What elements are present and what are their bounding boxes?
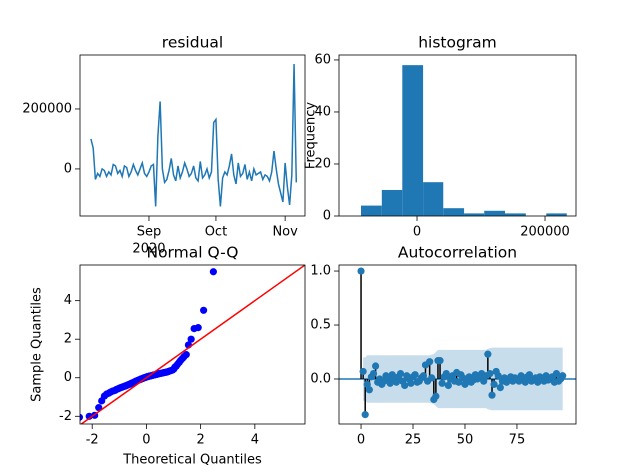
acf-marker bbox=[361, 411, 369, 419]
qq-point bbox=[187, 335, 195, 343]
y-tick-label: 200000 bbox=[22, 101, 72, 116]
acf-marker bbox=[428, 374, 436, 382]
hist-bar bbox=[402, 65, 424, 216]
qq-point bbox=[80, 413, 84, 421]
acf-marker bbox=[426, 358, 434, 366]
x-tick-label: 25 bbox=[405, 433, 422, 448]
qq-point bbox=[200, 306, 208, 314]
x-tick-label: 200000 bbox=[520, 225, 570, 240]
y-axis-label: Frequency bbox=[304, 102, 319, 169]
acf-marker bbox=[552, 369, 561, 378]
x-tick-label: Sep bbox=[137, 225, 162, 240]
y-tick-label: 1.0 bbox=[310, 264, 331, 279]
qq-point bbox=[194, 324, 202, 332]
hist-bar bbox=[505, 213, 526, 216]
y-tick-label: 0.0 bbox=[310, 371, 331, 386]
acf-marker bbox=[480, 377, 488, 385]
hist-bar bbox=[464, 213, 485, 216]
qq-point bbox=[209, 268, 217, 276]
acf-marker bbox=[359, 367, 367, 376]
x-tick-label: -2 bbox=[86, 433, 99, 448]
hist-bar bbox=[443, 208, 465, 216]
x-tick-label: 50 bbox=[457, 433, 474, 448]
acf-marker bbox=[484, 350, 492, 358]
axes-frame bbox=[79, 264, 306, 425]
acf-marker bbox=[419, 372, 428, 380]
acf-marker bbox=[461, 380, 469, 388]
acf-marker bbox=[411, 371, 419, 379]
y-tick-label: 40 bbox=[314, 104, 331, 119]
x-tick-label: Nov bbox=[272, 225, 298, 240]
x-axis-label: Theoretical Quantiles bbox=[122, 453, 262, 468]
x-tick-label: 0 bbox=[142, 433, 150, 448]
y-axis-label: Sample Quantiles bbox=[30, 287, 45, 402]
x-tick-label: Oct bbox=[205, 225, 227, 240]
acf-marker bbox=[357, 267, 365, 275]
acf-marker bbox=[488, 391, 496, 399]
hist-bar bbox=[484, 210, 506, 216]
y-tick-label: 20 bbox=[314, 156, 331, 171]
acf-marker bbox=[363, 380, 371, 388]
acf-marker bbox=[442, 369, 450, 378]
acf-marker bbox=[486, 369, 494, 378]
y-tick-label: 60 bbox=[314, 52, 331, 67]
hist-bar bbox=[381, 189, 403, 216]
axes-frame bbox=[338, 264, 577, 425]
acf-marker bbox=[494, 372, 502, 380]
y-tick-label: 0.5 bbox=[310, 318, 331, 333]
acf-marker bbox=[559, 372, 567, 380]
hist-bar bbox=[423, 182, 444, 216]
x-tick-label: 2 bbox=[196, 433, 204, 448]
y-tick-label: 0 bbox=[64, 370, 72, 385]
y-tick-label: 2 bbox=[64, 332, 72, 347]
acf-marker bbox=[407, 379, 415, 387]
axes-frame bbox=[338, 54, 577, 217]
residual-line bbox=[90, 63, 298, 207]
acf-marker bbox=[396, 369, 405, 378]
axes-frame bbox=[79, 54, 306, 217]
acf-marker bbox=[365, 386, 373, 394]
x-tick-label: 0 bbox=[413, 225, 421, 240]
acf-marker bbox=[444, 381, 452, 390]
y-tick-label: -2 bbox=[59, 409, 72, 424]
subplot-title: Normal Q-Q bbox=[146, 244, 238, 262]
acf-marker bbox=[401, 381, 409, 390]
plot-area bbox=[90, 63, 298, 207]
acf-marker bbox=[432, 392, 440, 400]
y-tick-label: 4 bbox=[64, 293, 72, 308]
acf-marker bbox=[371, 362, 380, 370]
subplot: Autocorrelation 0 25 50 75 0.0 0.5 1.0 bbox=[310, 244, 577, 448]
hist-bar bbox=[546, 213, 567, 216]
plot-area bbox=[339, 267, 576, 419]
subplot-title: histogram bbox=[418, 34, 497, 52]
acf-marker bbox=[521, 378, 529, 386]
acf-marker bbox=[490, 380, 498, 388]
plot-area bbox=[361, 65, 567, 216]
subplot: residual Sep Oct Nov 0 200000 2020 bbox=[22, 34, 306, 257]
y-tick-label: 0 bbox=[323, 209, 331, 224]
qq-point bbox=[85, 412, 93, 420]
x-tick-label: 0 bbox=[357, 433, 365, 448]
subplot: histogram 0 200000 0 20 40 60 Frequency bbox=[304, 34, 577, 240]
acf-marker bbox=[436, 357, 444, 365]
subplot-title: Autocorrelation bbox=[398, 244, 517, 262]
x-tick-label: 75 bbox=[509, 433, 526, 448]
plot-area bbox=[80, 265, 305, 424]
reference-line bbox=[80, 265, 305, 424]
acf-marker bbox=[496, 384, 504, 392]
subplot-title: residual bbox=[162, 34, 223, 52]
acf-marker bbox=[438, 379, 446, 387]
x-tick-label: 4 bbox=[251, 433, 259, 448]
y-tick-label: 0 bbox=[64, 161, 72, 176]
subplot: Normal Q-Q -2 0 2 4 -2 0 2 4 Theoretical Quantile… bbox=[30, 244, 306, 468]
hist-bar bbox=[361, 205, 382, 216]
acf-marker bbox=[369, 369, 378, 378]
acf-marker bbox=[392, 378, 400, 386]
qq-point bbox=[95, 404, 103, 412]
date-offset-label: 2020 bbox=[132, 242, 165, 257]
qq-point bbox=[182, 351, 190, 359]
